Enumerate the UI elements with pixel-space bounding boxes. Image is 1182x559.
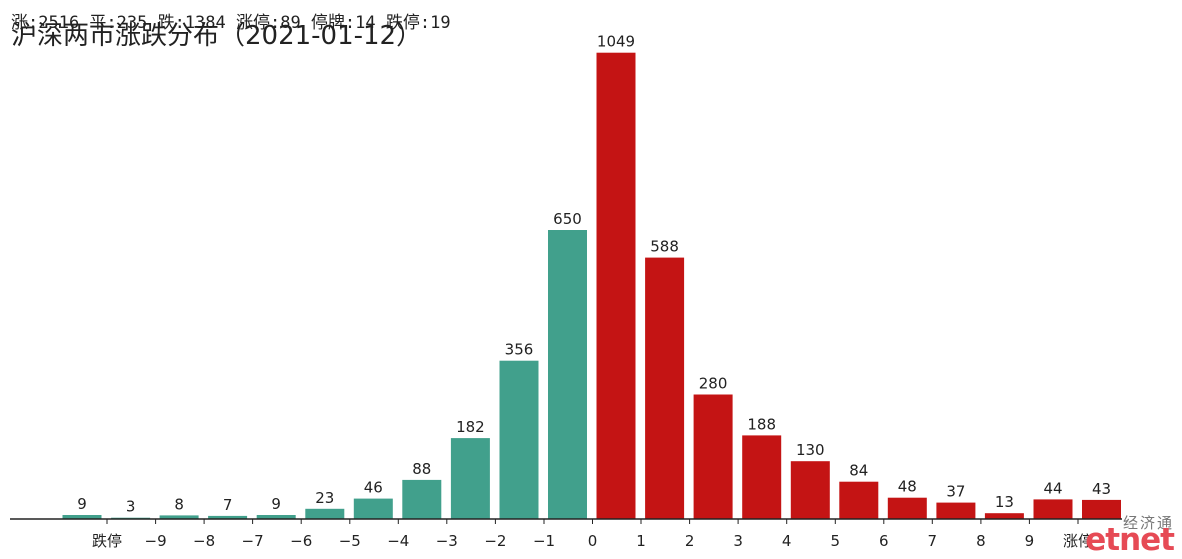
x-tick-label: −8	[193, 532, 215, 550]
x-tick-label: −7	[242, 532, 264, 550]
bar-5	[305, 508, 345, 519]
bar-7	[402, 479, 442, 519]
x-tick-label: −1	[533, 532, 555, 550]
bar-value-label: 8	[174, 495, 184, 513]
bar-20	[1033, 499, 1073, 519]
x-tick-label: −9	[145, 532, 167, 550]
bar-value-label: 13	[995, 493, 1014, 511]
bar-value-label: 7	[223, 496, 233, 514]
bar-value-label: 43	[1092, 480, 1111, 498]
bar-18	[936, 502, 976, 519]
x-tick-label: 跌停	[92, 532, 122, 550]
logo-chinese: 经济通	[1122, 514, 1174, 532]
bar-value-label: 650	[553, 210, 582, 228]
bar-value-label: 9	[271, 495, 281, 513]
x-tick-label: −6	[290, 532, 312, 550]
bar-12	[645, 257, 685, 519]
bar-value-label: 130	[796, 441, 825, 459]
bar-15	[790, 461, 830, 519]
bar-9	[499, 360, 539, 519]
x-tick-label: 涨停	[1063, 532, 1093, 550]
bar-value-label: 3	[126, 498, 136, 516]
bar-value-label: 356	[505, 341, 534, 359]
x-tick-label: −4	[387, 532, 409, 550]
chart-title: 沪深两市涨跌分布（2021-01-12）	[11, 21, 423, 51]
x-tick-label: 3	[733, 532, 743, 550]
bar-21	[1082, 499, 1121, 519]
bar-0	[62, 515, 102, 519]
chart-subtitle: 涨:2516 平:235 跌:1384 涨停:89 停牌:14 跌停:19	[11, 13, 451, 33]
x-tick-label: 1	[636, 532, 646, 550]
bar-3	[208, 515, 248, 519]
bar-value-label: 23	[315, 489, 334, 507]
x-tick-label: 6	[879, 532, 889, 550]
bar-value-label: 1049	[597, 33, 635, 51]
bar-value-label: 182	[456, 418, 485, 436]
x-tick-label: 8	[976, 532, 986, 550]
bar-4	[256, 515, 296, 519]
bar-16	[839, 481, 879, 519]
bar-value-label: 37	[946, 483, 965, 501]
bar-value-label: 88	[412, 460, 431, 478]
bar-value-label: 280	[699, 375, 728, 393]
x-tick-label: −3	[436, 532, 458, 550]
bar-value-label: 188	[747, 415, 776, 433]
bars-group	[62, 52, 1121, 519]
bar-2	[159, 515, 199, 519]
x-ticks-group: 跌停 −9 −8 −7 −6 −5 −4 −3 −2 −1 0 1 2 3 4 5 6 7 8 9 涨停	[92, 519, 1093, 550]
bar-19	[984, 513, 1024, 519]
x-tick-label: 2	[685, 532, 695, 550]
x-tick-label: 5	[831, 532, 841, 550]
bar-value-label: 46	[364, 479, 383, 497]
x-tick-label: 4	[782, 532, 792, 550]
bar-value-label: 48	[898, 478, 917, 496]
bar-17	[887, 497, 927, 519]
x-tick-label: 7	[928, 532, 938, 550]
bar-6	[353, 498, 393, 519]
bar-13	[693, 394, 733, 519]
bar-value-label: 84	[849, 462, 868, 480]
bar-value-label: 9	[77, 495, 87, 513]
bar-value-label: 588	[650, 238, 679, 256]
bar-14	[742, 435, 782, 519]
etnet-logo: etnet	[1085, 522, 1175, 558]
bar-labels-group: 9 3 8 7 9 23 46 88 182 356 650 1049 588 280 188 130 84 48…	[77, 33, 1111, 516]
x-tick-label: −2	[484, 532, 506, 550]
bar-value-label: 44	[1043, 479, 1062, 497]
bar-11	[596, 52, 636, 519]
bar-8	[450, 438, 490, 519]
bar-10	[548, 230, 587, 519]
x-tick-label: 9	[1025, 532, 1035, 550]
x-tick-label: −5	[339, 532, 361, 550]
x-tick-label: 0	[588, 532, 598, 550]
